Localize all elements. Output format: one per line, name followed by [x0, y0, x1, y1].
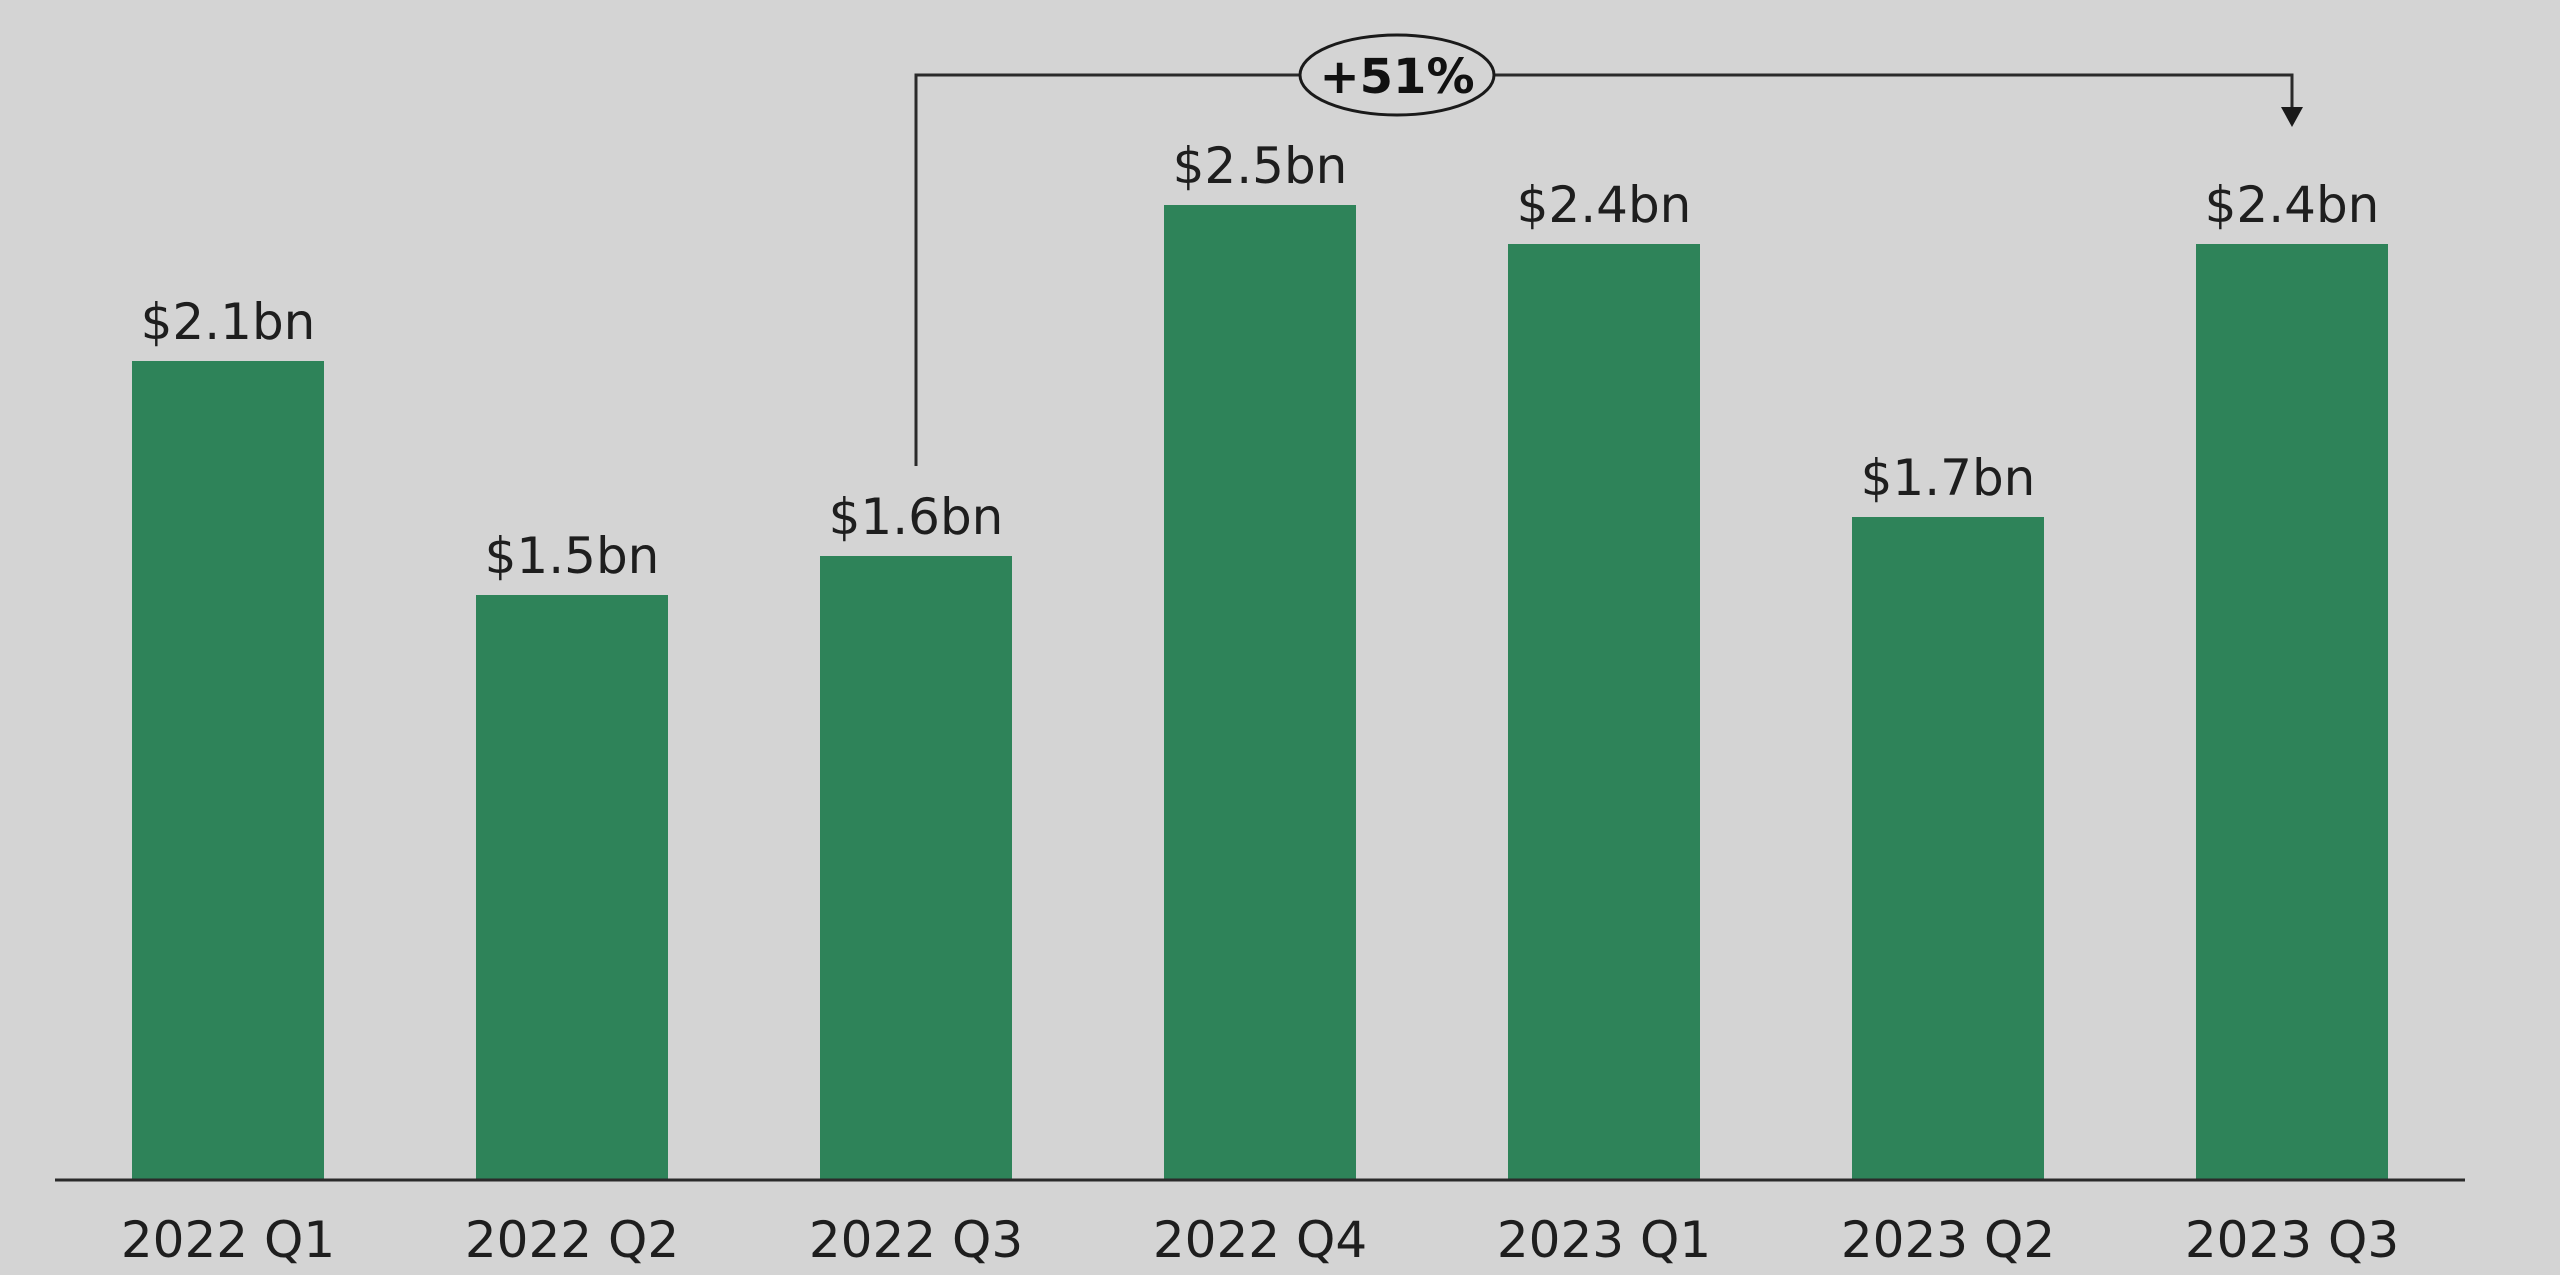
x-tick-labels-layer: 2022 Q1 2022 Q2 2022 Q3 2022 Q4 2023 Q1 2023 …	[121, 1211, 2399, 1269]
data-label: $2.4bn	[2205, 176, 2380, 234]
x-tick-label: 2022 Q4	[1153, 1211, 1367, 1269]
data-label: $1.5bn	[485, 527, 660, 585]
x-tick-label: 2023 Q1	[1497, 1211, 1711, 1269]
growth-annotation-label: +51%	[1319, 49, 1474, 105]
data-label: $2.4bn	[1517, 176, 1692, 234]
bar-2022-q3	[820, 556, 1012, 1180]
x-tick-label: 2022 Q1	[121, 1211, 335, 1269]
bar-2022-q2	[476, 595, 668, 1180]
bar-2023-q3	[2196, 244, 2388, 1180]
bar-2022-q1	[132, 361, 324, 1180]
value-labels-layer: $2.1bn $1.5bn $1.6bn $2.5bn $2.4bn $1.7bn $2.4…	[141, 137, 2380, 585]
growth-callout: +51%	[914, 33, 2303, 466]
data-label: $2.5bn	[1173, 137, 1348, 195]
callout-arrowhead	[2281, 107, 2303, 127]
callout-ellipse	[1298, 33, 1496, 117]
bars-layer	[132, 205, 2388, 1180]
data-label: $1.7bn	[1861, 449, 2036, 507]
x-tick-label: 2023 Q3	[2185, 1211, 2399, 1269]
bar-2023-q2	[1852, 517, 2044, 1180]
bar-2023-q1	[1508, 244, 1700, 1180]
x-tick-label: 2022 Q2	[465, 1211, 679, 1269]
data-label: $1.6bn	[829, 488, 1004, 546]
data-label: $2.1bn	[141, 293, 316, 351]
x-tick-label: 2023 Q2	[1841, 1211, 2055, 1269]
callout-connector-line	[914, 73, 2294, 466]
x-tick-label: 2022 Q3	[809, 1211, 1023, 1269]
bar-2022-q4	[1164, 205, 1356, 1180]
